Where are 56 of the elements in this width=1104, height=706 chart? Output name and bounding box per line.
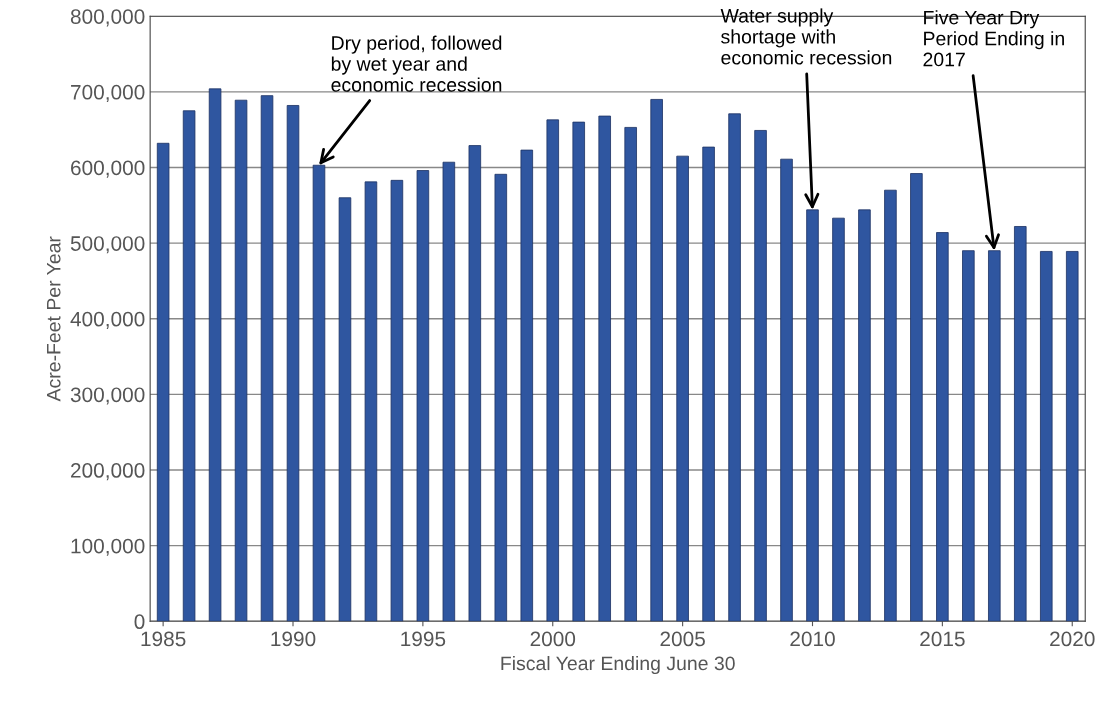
bar	[702, 146, 715, 622]
bar	[468, 145, 482, 622]
bar	[156, 142, 170, 622]
bar	[416, 170, 430, 622]
bar	[754, 130, 767, 622]
bar	[1040, 251, 1053, 622]
annotation: Dry period, followed by wet year and economic recession	[331, 35, 502, 92]
x-tick-label: 1995	[401, 631, 446, 647]
bar	[572, 121, 585, 622]
bar	[208, 88, 222, 622]
y-tick-label: 800,000	[70, 9, 145, 27]
x-tick-label: 2015	[920, 631, 965, 647]
bar	[1014, 226, 1027, 622]
bar	[624, 126, 637, 622]
bar	[364, 181, 378, 622]
y-tick-label: 300,000	[70, 387, 145, 405]
bar	[494, 173, 508, 622]
bar	[234, 99, 248, 622]
bar	[390, 179, 404, 622]
x-tick-label: 1985	[141, 631, 186, 647]
bar	[286, 105, 300, 622]
bar	[1065, 251, 1079, 622]
bar	[780, 158, 793, 622]
y-tick-label: 400,000	[70, 311, 145, 329]
bar	[182, 110, 196, 622]
bar	[806, 209, 819, 622]
bar	[832, 217, 845, 622]
bar	[520, 149, 534, 622]
bar	[598, 115, 611, 622]
x-axis-title: Fiscal Year Ending June 30	[501, 655, 735, 675]
y-tick-label: 500,000	[70, 236, 145, 254]
y-tick-label: 200,000	[71, 463, 145, 481]
bar	[312, 164, 326, 622]
x-tick-label: 2010	[790, 631, 835, 647]
x-tick-label: 2000	[530, 631, 576, 647]
bar	[676, 155, 689, 622]
bar	[546, 119, 560, 622]
y-tick-label: 0	[134, 614, 145, 630]
x-tick-label: 1990	[271, 631, 316, 647]
y-tick-label: 100,000	[71, 538, 145, 556]
bar	[962, 250, 975, 622]
bar	[884, 189, 897, 622]
bar	[728, 113, 741, 622]
y-tick-label: 700,000	[71, 84, 145, 103]
bar	[442, 161, 456, 622]
bar	[650, 99, 663, 622]
x-tick-label: 2020	[1050, 631, 1095, 647]
bar	[988, 250, 1001, 622]
bar	[338, 197, 352, 622]
bar	[936, 232, 949, 622]
bar	[858, 209, 871, 622]
x-tick-label: 2005	[660, 631, 705, 647]
bar	[910, 173, 923, 622]
y-axis-title: Acre-Feet Per Year	[47, 236, 61, 402]
y-tick-label: 600,000	[71, 160, 145, 178]
bar	[260, 95, 274, 622]
